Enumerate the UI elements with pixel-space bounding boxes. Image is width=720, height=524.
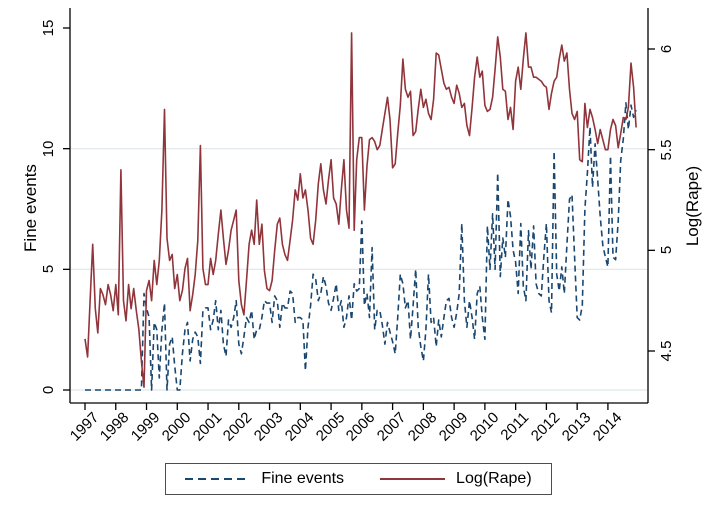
legend-label-fine-events: Fine events	[261, 470, 345, 487]
right-y-tick-label: 5	[658, 246, 675, 255]
right-y-tick-label: 5.5	[658, 139, 675, 161]
right-y-tick-label: 6	[658, 44, 675, 54]
left-y-tick-label: 10	[40, 140, 57, 157]
legend-dashed-line-sample	[185, 478, 251, 480]
right-axis-title: Log(Rape)	[683, 165, 702, 247]
left-axis-title: Fine events	[21, 164, 40, 252]
left-y-tick-label: 15	[40, 19, 57, 37]
left-y-tick-label: 0	[40, 385, 57, 395]
right-y-tick-label: 4.5	[658, 340, 675, 362]
legend: Fine events Log(Rape)	[165, 463, 552, 495]
legend-label-log-rape: Log(Rape)	[456, 470, 532, 487]
legend-solid-line-sample	[380, 478, 446, 480]
left-y-tick-label: 5	[40, 265, 57, 274]
series-log-rape-	[84, 32, 637, 389]
